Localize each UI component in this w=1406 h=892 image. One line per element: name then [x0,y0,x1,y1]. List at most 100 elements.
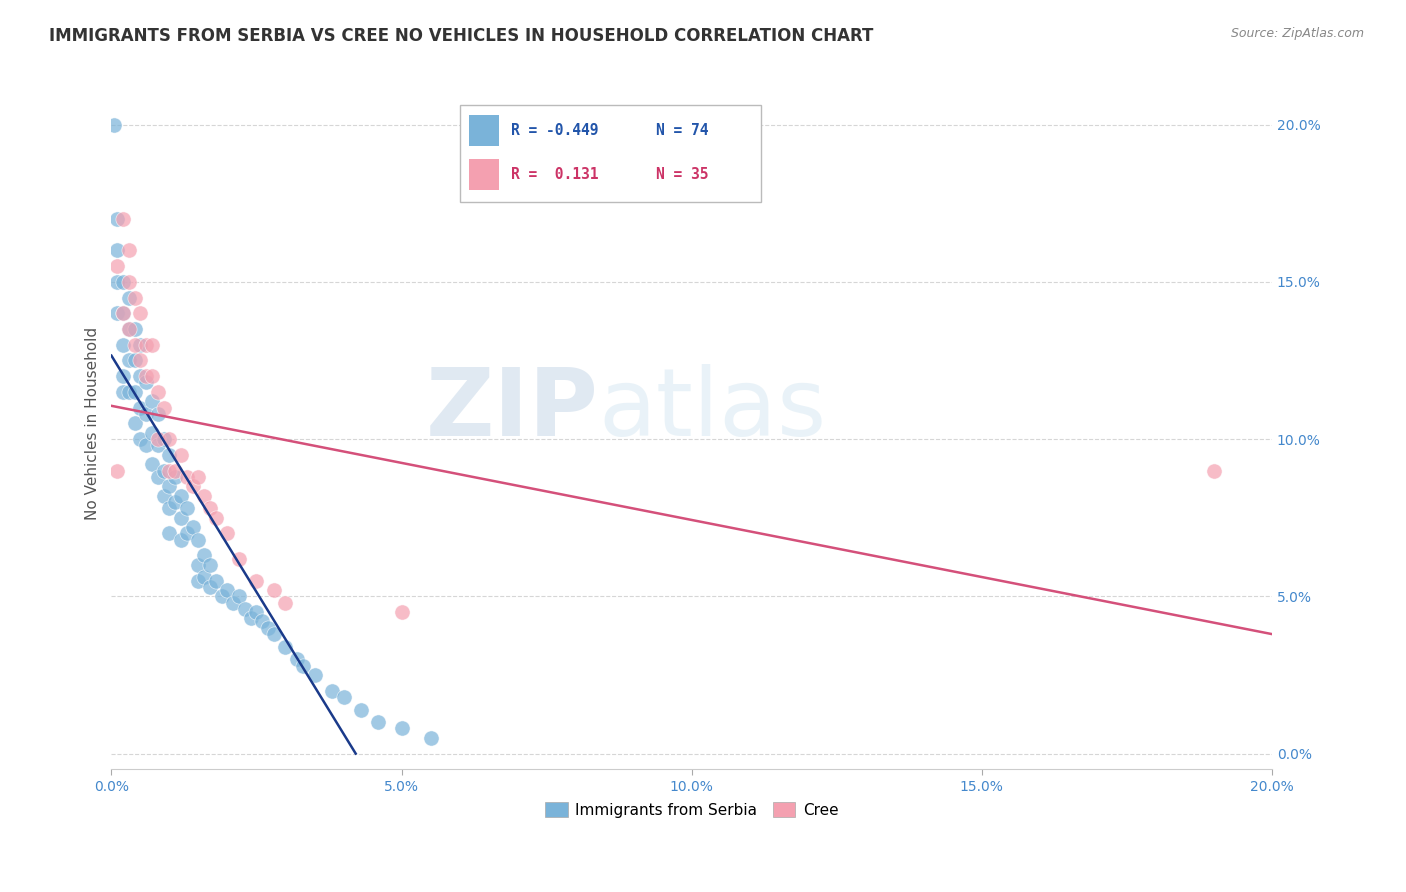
Point [141,425,163,440]
Point [124,384,146,399]
Point [217,582,239,597]
Point [146,407,169,421]
Point [135,407,157,421]
Point [165,470,187,484]
Point [181,520,204,534]
Point [159,432,181,446]
Legend: Immigrants from Serbia, Cree: Immigrants from Serbia, Cree [538,796,845,824]
Point [228,551,250,566]
Point [170,533,193,547]
Point [129,401,152,415]
Point [141,369,163,384]
Point [111,337,134,351]
Point [129,353,152,368]
Point [129,306,152,320]
Point [263,582,285,597]
Point [159,501,181,516]
Point [193,489,215,503]
Y-axis label: No Vehicles in Household: No Vehicles in Household [86,326,100,520]
Point [152,464,174,478]
Point [111,306,134,320]
Point [141,457,163,471]
Text: Source: ZipAtlas.com: Source: ZipAtlas.com [1230,27,1364,40]
Point [1202,464,1225,478]
Point [187,558,209,572]
Point [135,438,157,452]
Point [198,558,221,572]
Point [391,722,413,736]
Point [176,470,198,484]
Text: ZIP: ZIP [426,364,599,456]
Point [146,470,169,484]
Point [285,652,308,666]
Point [105,259,128,273]
Point [170,510,193,524]
Point [118,275,141,289]
Point [124,417,146,431]
Point [111,211,134,226]
Point [111,306,134,320]
Point [129,369,152,384]
Point [124,322,146,336]
Point [124,337,146,351]
Point [193,549,215,563]
Point [198,580,221,594]
Point [391,605,413,619]
Point [159,526,181,541]
Point [165,495,187,509]
Point [159,479,181,493]
Point [233,602,256,616]
Point [367,715,389,730]
Point [146,432,169,446]
Point [170,489,193,503]
Point [152,432,174,446]
Point [291,658,314,673]
Point [274,596,297,610]
Point [205,574,228,588]
Point [105,464,128,478]
Point [111,275,134,289]
Point [146,438,169,452]
Point [211,590,233,604]
Point [205,510,228,524]
Point [274,640,297,654]
Point [332,690,354,704]
Point [181,479,204,493]
Point [129,337,152,351]
Point [118,384,141,399]
Point [176,501,198,516]
Point [239,611,262,625]
Point [159,448,181,462]
Point [257,621,280,635]
Point [135,369,157,384]
Point [118,353,141,368]
Point [321,683,343,698]
Point [141,337,163,351]
Point [105,211,128,226]
Point [187,574,209,588]
Point [111,384,134,399]
Text: IMMIGRANTS FROM SERBIA VS CREE NO VEHICLES IN HOUSEHOLD CORRELATION CHART: IMMIGRANTS FROM SERBIA VS CREE NO VEHICL… [49,27,873,45]
Point [193,570,215,584]
Point [176,526,198,541]
Point [187,470,209,484]
Point [118,322,141,336]
Point [170,448,193,462]
Point [228,590,250,604]
Point [103,118,125,132]
Point [419,731,441,745]
Point [118,244,141,258]
Point [217,526,239,541]
Point [105,306,128,320]
Point [304,668,326,682]
Point [118,322,141,336]
Point [124,353,146,368]
Point [141,394,163,409]
Point [152,489,174,503]
Point [105,244,128,258]
Point [245,574,267,588]
Point [152,401,174,415]
Point [159,464,181,478]
Point [111,369,134,384]
Point [222,596,245,610]
